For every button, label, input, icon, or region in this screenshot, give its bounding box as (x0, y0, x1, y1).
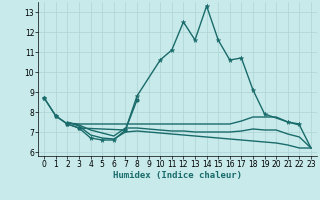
X-axis label: Humidex (Indice chaleur): Humidex (Indice chaleur) (113, 171, 242, 180)
